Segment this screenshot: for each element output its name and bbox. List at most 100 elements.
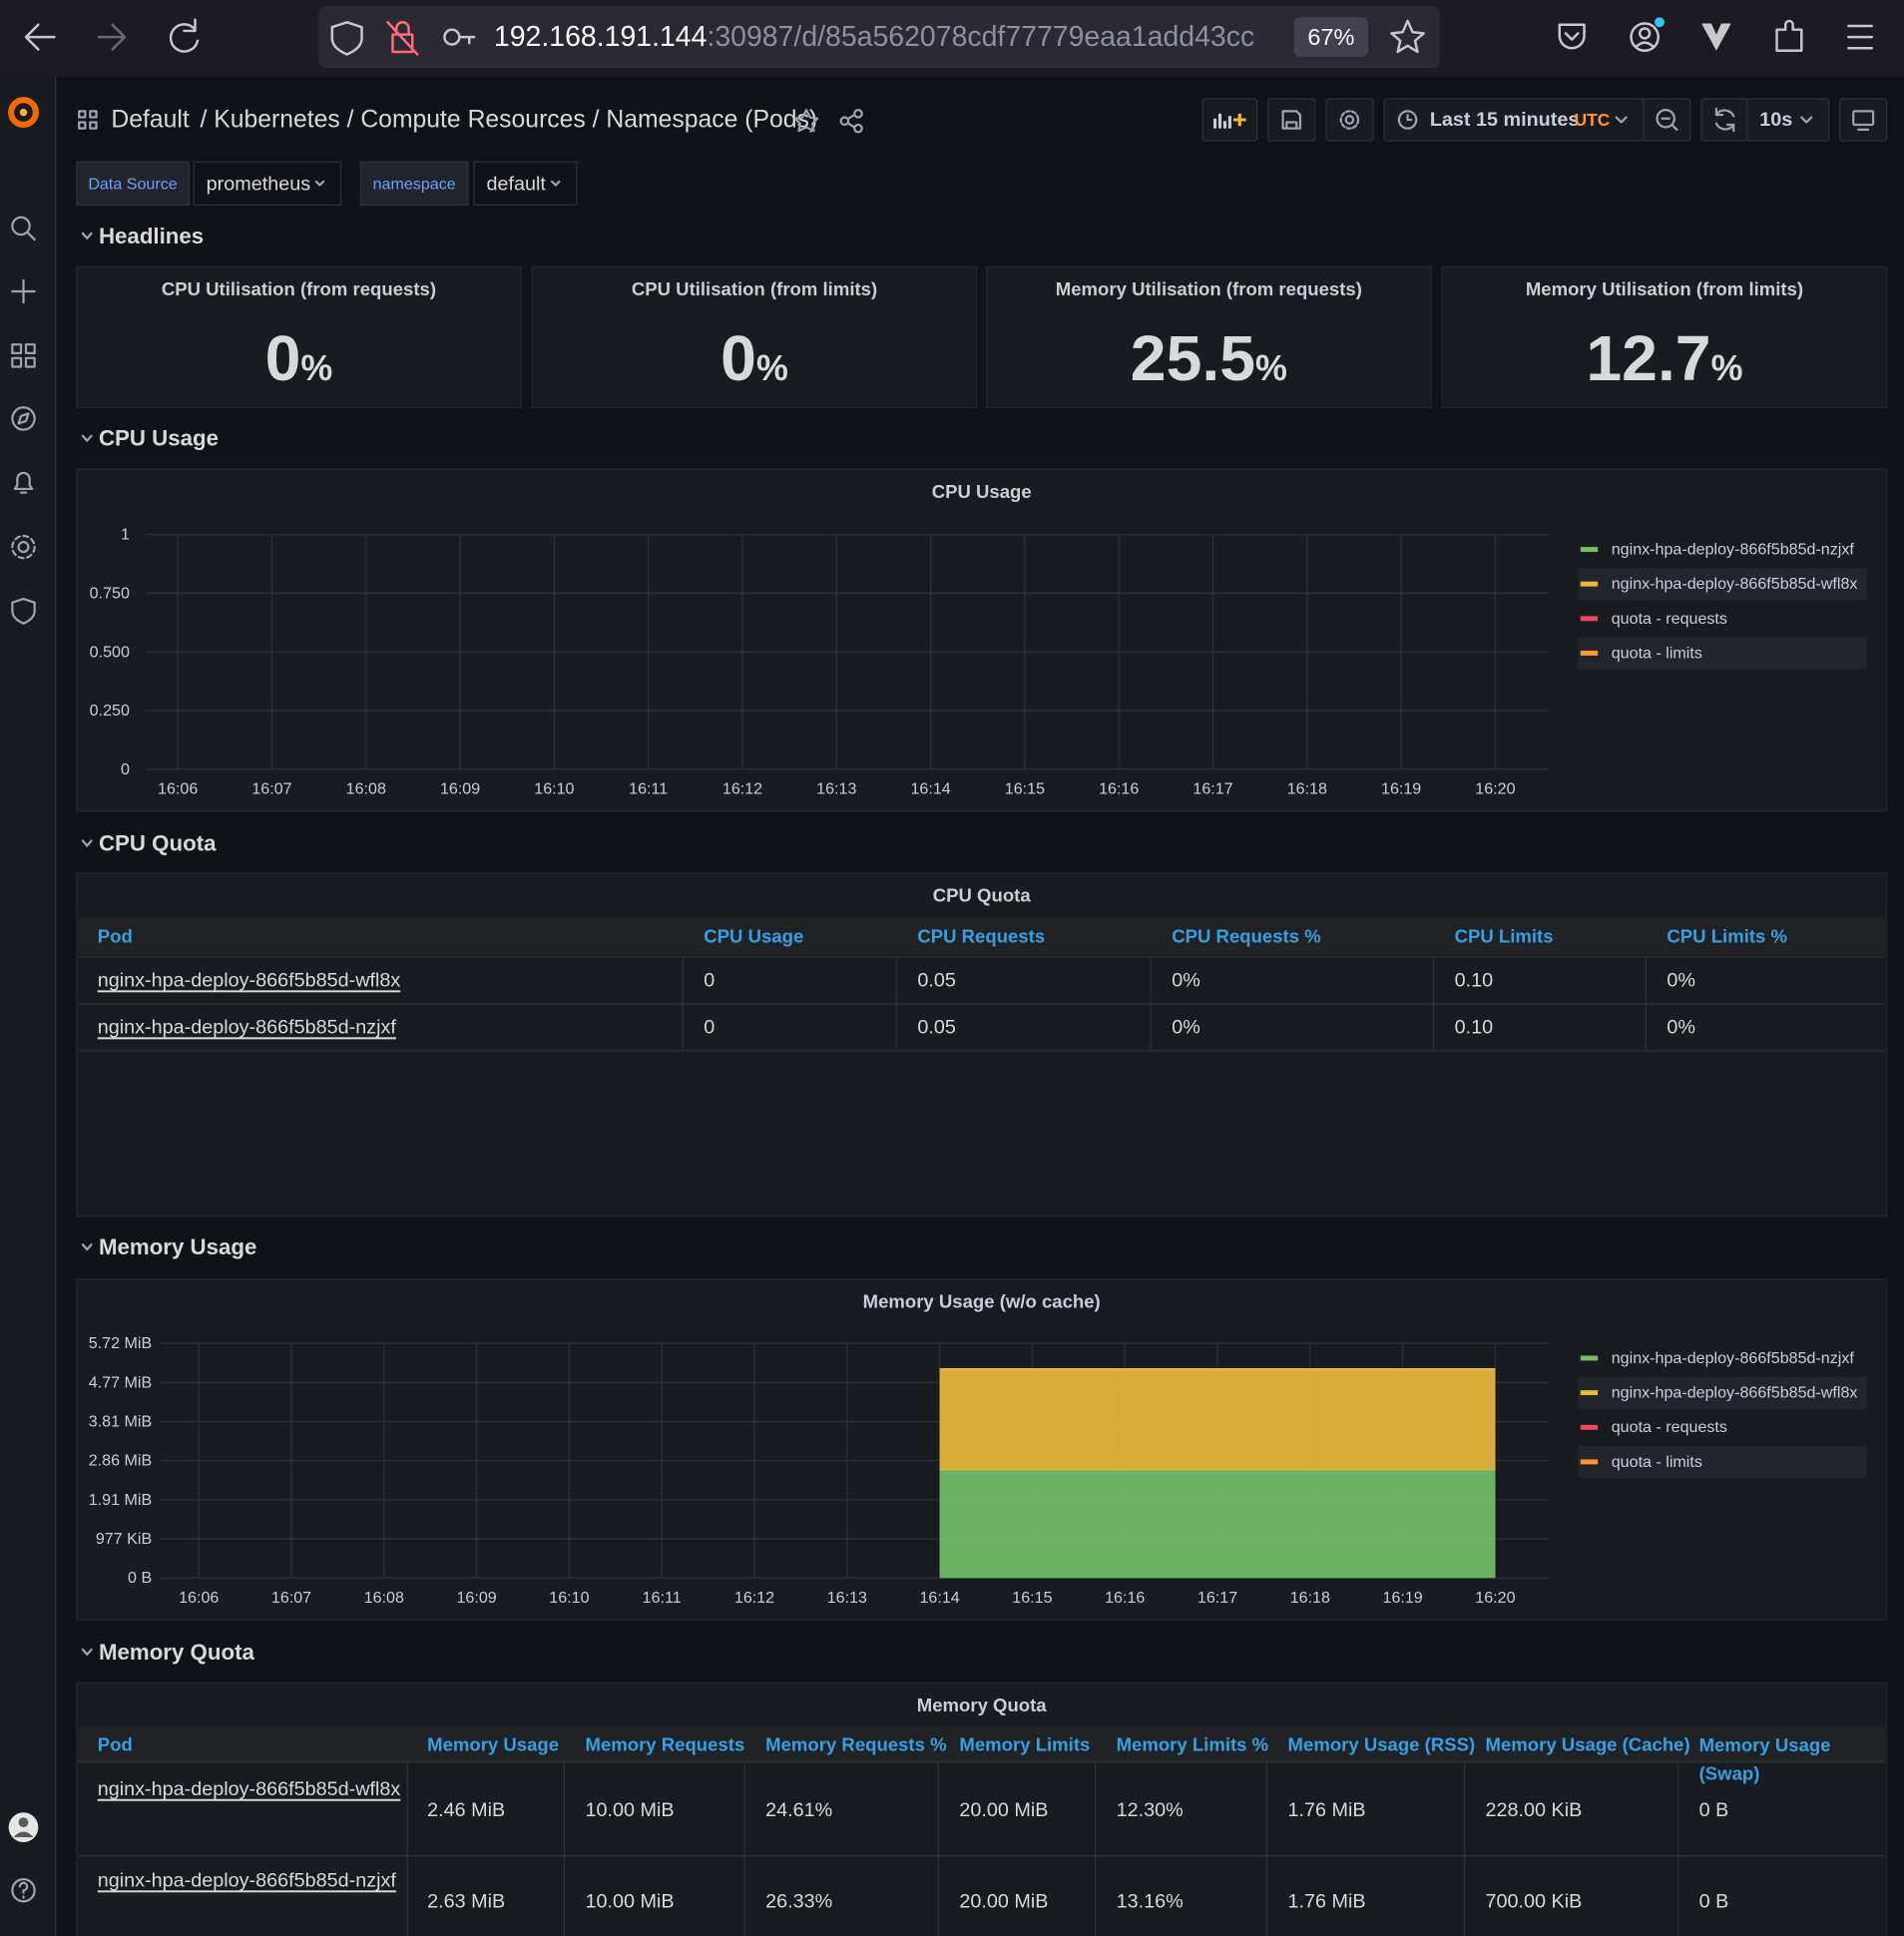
- refresh-button[interactable]: [1700, 98, 1748, 142]
- time-range: Last 15 minutes: [1430, 109, 1580, 131]
- pod-link[interactable]: nginx-hpa-deploy-866f5b85d-wfl8x: [98, 969, 401, 991]
- table-cell: 0.10: [1455, 969, 1494, 991]
- create-icon[interactable]: [11, 278, 36, 304]
- x-tick-label: 16:09: [440, 780, 480, 798]
- row-chevron[interactable]: [81, 1243, 93, 1251]
- save-button[interactable]: [1267, 98, 1316, 142]
- row-chevron[interactable]: [81, 839, 93, 847]
- legend-label[interactable]: nginx-hpa-deploy-866f5b85d-nzjxf: [1612, 1349, 1855, 1367]
- help-icon[interactable]: [11, 1877, 36, 1903]
- stat-title: CPU Utilisation (from requests): [162, 278, 436, 299]
- share-button[interactable]: [839, 109, 863, 134]
- legend-label[interactable]: quota - limits: [1612, 1453, 1702, 1471]
- y-tick-label: 1: [121, 526, 130, 544]
- zoom-badge[interactable]: [1293, 17, 1368, 57]
- pod-link[interactable]: nginx-hpa-deploy-866f5b85d-nzjxf: [98, 1016, 397, 1038]
- tv-mode-button[interactable]: [1839, 98, 1888, 142]
- row-chevron[interactable]: [81, 434, 93, 442]
- column-header[interactable]: Memory Usage (Swap): [1699, 1734, 1831, 1783]
- table-cell: 20.00 MiB: [959, 1890, 1048, 1912]
- area: [939, 1368, 1496, 1471]
- configuration-icon[interactable]: [11, 534, 36, 560]
- chart-title: CPU Usage: [932, 481, 1032, 502]
- x-tick-label: 16:11: [629, 780, 668, 798]
- x-tick-label: 16:08: [346, 780, 386, 798]
- search-icon[interactable]: [11, 216, 36, 242]
- x-tick-label: 16:15: [1012, 1589, 1052, 1607]
- column-header[interactable]: Memory Requests: [586, 1734, 745, 1755]
- column-header[interactable]: CPU Requests: [917, 925, 1045, 946]
- x-tick-label: 16:14: [920, 1589, 960, 1607]
- column-header[interactable]: Memory Usage (RSS): [1288, 1734, 1476, 1755]
- variable-select[interactable]: [193, 161, 342, 207]
- reload-button[interactable]: [169, 18, 200, 53]
- pocket-icon[interactable]: [1558, 23, 1586, 50]
- url-bar[interactable]: [318, 6, 1440, 69]
- x-tick-label: 16:08: [364, 1589, 404, 1607]
- stat-number: 0: [720, 322, 756, 394]
- row-title[interactable]: Headlines: [99, 224, 204, 248]
- alerting-icon[interactable]: [13, 471, 34, 494]
- table-panel: [76, 1682, 1888, 1936]
- x-tick-label: 16:12: [722, 780, 762, 798]
- column-header[interactable]: Memory Usage (Cache): [1486, 1734, 1690, 1755]
- settings-button[interactable]: [1325, 98, 1374, 142]
- table-cell: 0.05: [917, 1016, 956, 1038]
- table-title: CPU Quota: [933, 885, 1032, 906]
- column-header[interactable]: Memory Limits %: [1117, 1734, 1269, 1755]
- grafana-logo[interactable]: [8, 97, 39, 129]
- refresh-interval-picker[interactable]: [1746, 98, 1830, 142]
- row-chevron[interactable]: [81, 232, 93, 240]
- account-icon[interactable]: [1630, 17, 1665, 52]
- extension-v-icon[interactable]: [1701, 23, 1731, 51]
- legend-label[interactable]: quota - limits: [1612, 645, 1702, 663]
- url-path: :30987/d/85a562078cdf77779eaa1add43cc: [707, 21, 1254, 53]
- pod-link[interactable]: nginx-hpa-deploy-866f5b85d-nzjxf: [98, 1869, 397, 1891]
- column-header[interactable]: CPU Limits: [1455, 925, 1554, 946]
- row-chevron[interactable]: [81, 1648, 93, 1657]
- dashboards-icon[interactable]: [11, 343, 36, 368]
- column-header[interactable]: CPU Usage: [704, 925, 803, 946]
- back-button[interactable]: [24, 23, 56, 51]
- variable-select[interactable]: [473, 161, 578, 207]
- stat-value: 0%: [720, 322, 788, 394]
- forward-button[interactable]: [97, 23, 127, 51]
- star-button[interactable]: [793, 109, 819, 133]
- column-header[interactable]: Pod: [98, 1734, 133, 1755]
- column-header[interactable]: Memory Limits: [959, 1734, 1090, 1755]
- row-title[interactable]: CPU Quota: [99, 831, 217, 856]
- zoom-out-button[interactable]: [1643, 98, 1691, 142]
- row-title[interactable]: Memory Quota: [99, 1640, 255, 1665]
- legend-label[interactable]: quota - requests: [1612, 1418, 1727, 1436]
- column-header[interactable]: Memory Usage: [427, 1734, 559, 1755]
- legend-label[interactable]: quota - requests: [1612, 610, 1727, 628]
- y-tick-label: 4.77 MiB: [89, 1373, 152, 1391]
- x-tick-label: 16:13: [816, 780, 856, 798]
- table-cell: 0%: [1666, 969, 1695, 991]
- column-header[interactable]: Pod: [98, 925, 133, 946]
- bookmark-star[interactable]: [1390, 19, 1425, 54]
- legend-label[interactable]: nginx-hpa-deploy-866f5b85d-nzjxf: [1612, 541, 1855, 559]
- column-header[interactable]: CPU Requests %: [1172, 925, 1320, 946]
- menu-icon[interactable]: [1847, 24, 1874, 50]
- extensions-icon[interactable]: [1775, 19, 1803, 52]
- add-panel-button[interactable]: [1201, 98, 1258, 142]
- table-cell: 13.16%: [1117, 1890, 1184, 1912]
- row-title[interactable]: CPU Usage: [99, 426, 219, 451]
- legend-label[interactable]: nginx-hpa-deploy-866f5b85d-wfl8x: [1612, 575, 1858, 593]
- folder-link[interactable]: Default: [111, 107, 190, 134]
- legend-label[interactable]: nginx-hpa-deploy-866f5b85d-wfl8x: [1612, 1384, 1858, 1402]
- legend-swatch: [1580, 1390, 1599, 1396]
- user-avatar[interactable]: [8, 1812, 39, 1842]
- column-header[interactable]: CPU Limits %: [1666, 925, 1787, 946]
- row-title[interactable]: Memory Usage: [99, 1234, 256, 1259]
- pod-link[interactable]: nginx-hpa-deploy-866f5b85d-wfl8x: [98, 1778, 401, 1800]
- stat-number: 25.5: [1131, 322, 1255, 394]
- x-tick-label: 16:20: [1475, 1589, 1515, 1607]
- x-tick-label: 16:16: [1105, 1589, 1145, 1607]
- server-admin-icon[interactable]: [11, 597, 36, 625]
- x-tick-label: 16:06: [158, 780, 198, 798]
- explore-icon[interactable]: [11, 406, 36, 431]
- column-header[interactable]: Memory Requests %: [765, 1734, 946, 1755]
